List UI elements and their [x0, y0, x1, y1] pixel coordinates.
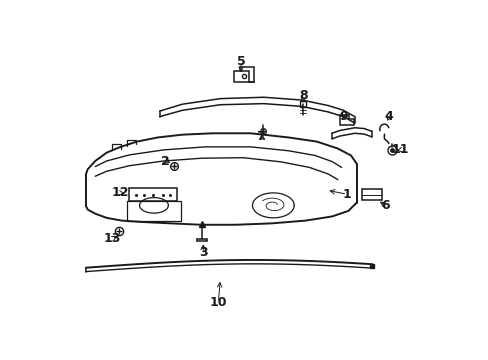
Text: 12: 12: [111, 186, 128, 199]
Text: 2: 2: [161, 154, 169, 167]
Text: 9: 9: [339, 110, 347, 123]
Text: 10: 10: [209, 296, 227, 309]
Text: 11: 11: [391, 143, 408, 157]
Text: 1: 1: [342, 188, 351, 201]
Text: 8: 8: [299, 89, 307, 102]
Text: 7: 7: [255, 130, 264, 143]
Text: 6: 6: [380, 199, 388, 212]
Text: 5: 5: [236, 55, 245, 68]
Text: 4: 4: [384, 110, 392, 123]
Text: 13: 13: [103, 232, 121, 245]
Text: 3: 3: [199, 246, 207, 259]
